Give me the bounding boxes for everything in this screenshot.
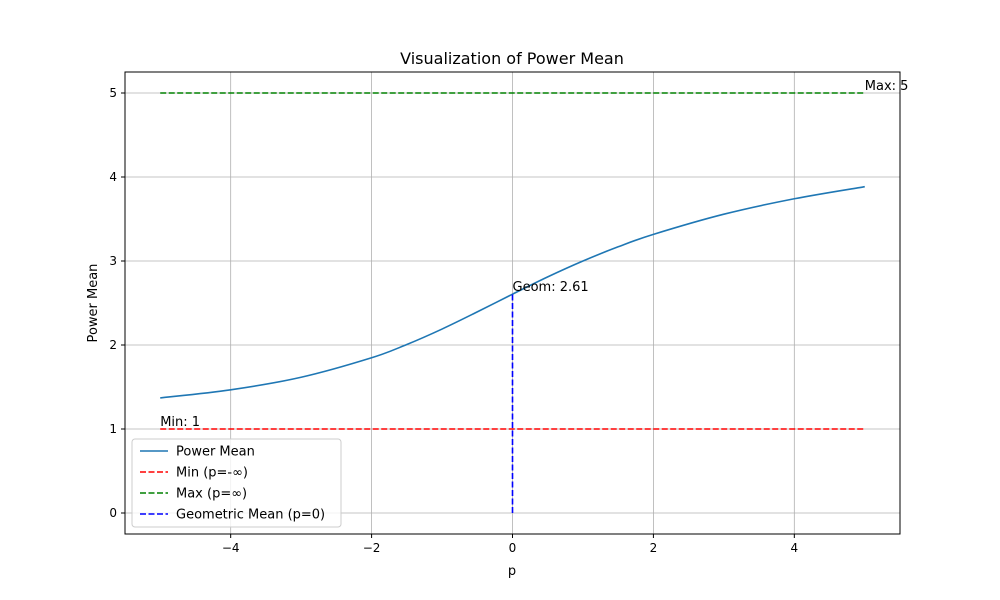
- x-axis-label: p: [508, 564, 516, 579]
- y-tick-label: 0: [109, 506, 117, 520]
- y-tick-label: 3: [109, 254, 117, 268]
- legend-entry: Min (p=-∞): [176, 466, 248, 481]
- y-tick-label: 2: [109, 338, 117, 352]
- x-tick-label: −4: [222, 541, 240, 555]
- legend-entry: Power Mean: [176, 445, 255, 460]
- legend-entry: Max (p=∞): [176, 487, 247, 502]
- y-tick-label: 1: [109, 422, 117, 436]
- x-tick-label: 0: [509, 541, 517, 555]
- annotation-label: Max: 5: [865, 79, 909, 94]
- x-tick-label: 4: [790, 541, 798, 555]
- annotations: Max: 5 Min: 1 Geom: 2.61: [160, 79, 908, 430]
- legend-entry: Geometric Mean (p=0): [176, 508, 325, 523]
- legend-box: [131, 438, 342, 528]
- annotation-label: Min: 1: [160, 415, 200, 430]
- annotation-label: Geom: 2.61: [513, 280, 589, 295]
- series-layer: [160, 92, 865, 513]
- x-tick-label: 2: [650, 541, 658, 555]
- y-tick-label: 4: [109, 170, 117, 184]
- x-tick-label: −2: [363, 541, 381, 555]
- y-tick-label: 5: [109, 86, 117, 100]
- legend: Power Mean Min (p=-∞) Max (p=∞) Geometric M…: [131, 438, 342, 528]
- series-line-0: [160, 185, 865, 399]
- chart-title: Visualization of Power Mean: [400, 49, 624, 68]
- ticks: −4 −2 0 2 4 0 1 2 3 4 5: [109, 86, 798, 555]
- y-axis-label: Power Mean: [86, 264, 101, 343]
